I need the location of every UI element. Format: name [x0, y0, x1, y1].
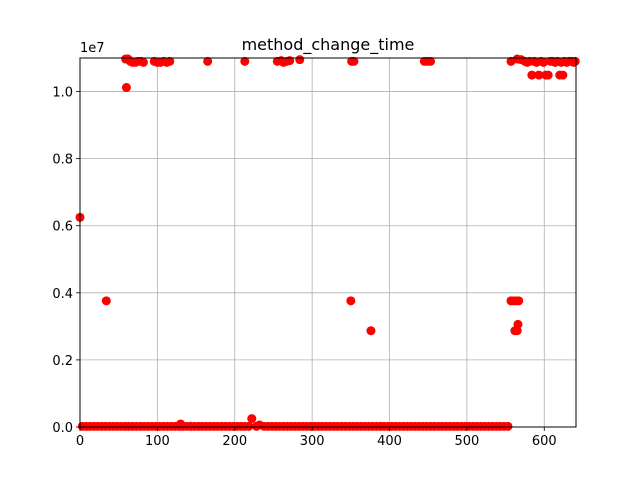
y-tick-label: 0.8 — [52, 153, 73, 168]
data-point — [165, 56, 175, 66]
data-point — [203, 56, 213, 66]
chart-title: method_change_time — [242, 35, 415, 55]
y-tick-label: 0.4 — [52, 287, 73, 302]
data-point — [101, 296, 111, 306]
y-tick-label: 0.0 — [52, 421, 73, 436]
data-point — [527, 70, 537, 80]
x-tick-label: 400 — [377, 434, 402, 449]
x-tick-label: 200 — [222, 434, 247, 449]
data-point — [570, 56, 580, 66]
y-axis-offset-label: 1e7 — [80, 41, 105, 56]
x-tick-label: 600 — [532, 434, 557, 449]
data-point — [558, 70, 568, 80]
data-point — [503, 421, 513, 431]
data-point — [426, 56, 436, 66]
x-tick-label: 100 — [145, 434, 170, 449]
data-point — [349, 56, 359, 66]
y-tick-label: 0.6 — [52, 220, 73, 235]
x-tick-label: 300 — [300, 434, 325, 449]
data-point — [534, 70, 544, 80]
data-point — [251, 421, 261, 431]
x-tick-label: 500 — [454, 434, 479, 449]
data-point — [247, 414, 257, 424]
x-tick-label: 0 — [76, 434, 84, 449]
plot-area-frame — [79, 57, 577, 428]
data-point — [240, 56, 250, 66]
data-point — [539, 57, 549, 67]
data-point — [295, 55, 305, 65]
data-point — [366, 326, 376, 336]
data-point — [543, 70, 553, 80]
y-tick-label: 1.0 — [52, 86, 73, 101]
data-point — [513, 319, 523, 329]
data-point — [514, 296, 524, 306]
data-point — [244, 421, 254, 431]
y-tick-label: 0.2 — [52, 354, 73, 369]
y-axis-ticks: 0.0 0.2 0.4 0.6 0.8 1.0 — [52, 86, 80, 436]
data-point — [121, 83, 131, 93]
x-axis-ticks: 0 100 200 300 400 500 600 — [76, 427, 557, 449]
data-point — [346, 296, 356, 306]
data-points — [75, 54, 580, 431]
data-point — [138, 57, 148, 67]
